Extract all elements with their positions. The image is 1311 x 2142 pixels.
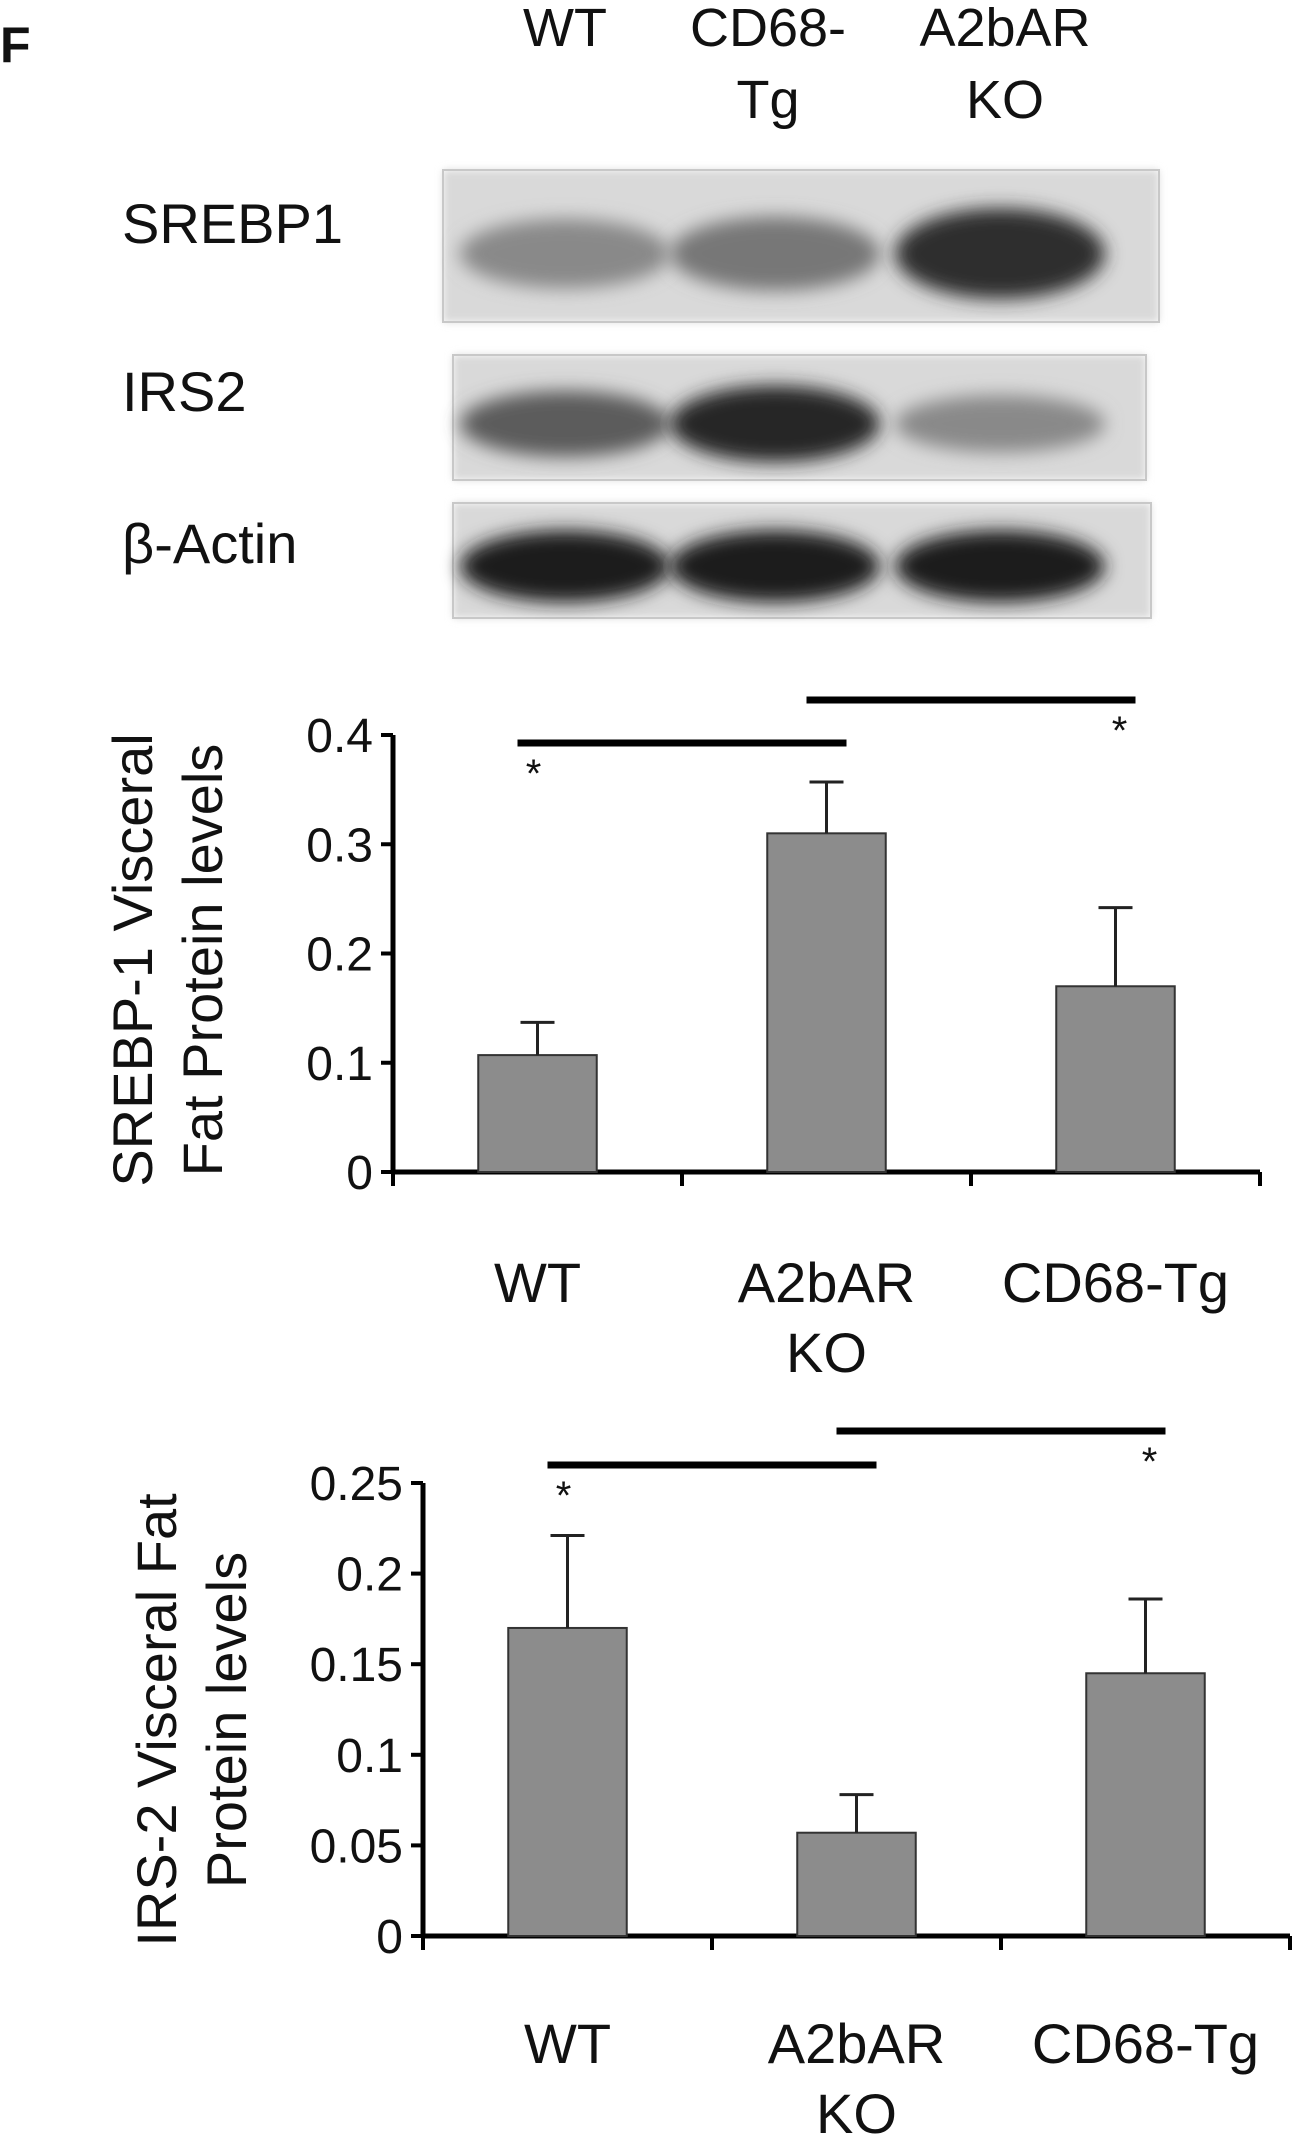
- bar: [507, 1626, 628, 1937]
- blot-row-label: SREBP1: [122, 192, 343, 255]
- lane-header-2: Tg: [736, 70, 799, 130]
- y-tick-label: 0: [376, 1911, 403, 1964]
- panel-label: F: [0, 17, 31, 73]
- y-tick-label: 0: [346, 1147, 373, 1200]
- blot-band: [460, 530, 670, 603]
- lane-header-2: CD68-: [690, 0, 846, 58]
- bar: [1055, 985, 1176, 1174]
- y-axis-label: IRS-2 Visceral Fat: [125, 1493, 188, 1947]
- lane-header-3: A2bAR: [919, 0, 1090, 58]
- y-tick-label: 0.05: [310, 1820, 403, 1873]
- significance-star: *: [1112, 709, 1128, 753]
- x-category-label: WT: [494, 1251, 581, 1314]
- y-tick-label: 0.2: [336, 1549, 403, 1602]
- y-tick-label: 0.25: [310, 1458, 403, 1511]
- western-blot: WT CD68- Tg A2bAR KO SREBP1 IRS2 β-Actin: [122, 0, 1160, 619]
- y-tick-label: 0.1: [306, 1038, 373, 1091]
- blot-band: [460, 218, 670, 289]
- blot-frame: [452, 354, 1147, 481]
- y-axis-label: SREBP-1 Visceral: [101, 733, 164, 1186]
- significance-star: *: [1142, 1440, 1158, 1484]
- x-category-label: A2bAR: [768, 2012, 945, 2075]
- y-tick-label: 0.4: [306, 710, 373, 763]
- x-category-label: KO: [816, 2082, 897, 2142]
- y-tick-label: 0.1: [336, 1730, 403, 1783]
- blot-band: [670, 216, 880, 291]
- bar: [796, 1831, 917, 1937]
- x-category-label: A2bAR: [738, 1251, 915, 1314]
- lane-header-1: WT: [523, 0, 607, 58]
- blot-row-label: IRS2: [122, 360, 247, 423]
- significance-star: *: [526, 752, 542, 796]
- bar: [766, 832, 887, 1173]
- blot-frame: [452, 502, 1152, 619]
- x-category-label: KO: [786, 1321, 867, 1384]
- blot-band: [670, 530, 880, 603]
- significance-star: *: [556, 1474, 572, 1518]
- irs2-bar-chart: 0 0.05 0.1 0.15 0.2 0.25 WT A2bAR KO CD68-Tg IRS-2…: [125, 1427, 1292, 2142]
- blot-band: [460, 390, 670, 457]
- blot-row-label: β-Actin: [122, 512, 297, 575]
- blot-band: [895, 530, 1105, 603]
- blot-band: [670, 385, 880, 462]
- bar: [477, 1054, 598, 1174]
- y-axis-label: Protein levels: [195, 1552, 258, 1888]
- y-tick-label: 0.15: [310, 1639, 403, 1692]
- y-tick-label: 0.3: [306, 819, 373, 872]
- y-tick-label: 0.2: [306, 929, 373, 982]
- srebp1-bar-chart: 0 0.1 0.2 0.3 0.4 WT A2bAR KO CD68-Tg SREBP-1 Vis…: [101, 696, 1262, 1384]
- y-axis-label: Fat Protein levels: [171, 744, 234, 1177]
- blot-frame: [442, 169, 1160, 323]
- blot-band: [895, 208, 1105, 300]
- blot-band: [895, 395, 1105, 453]
- bar: [1085, 1672, 1206, 1937]
- lane-header-3: KO: [966, 70, 1044, 130]
- x-category-label: CD68-Tg: [1032, 2012, 1259, 2075]
- x-category-label: CD68-Tg: [1002, 1251, 1229, 1314]
- x-category-label: WT: [524, 2012, 611, 2075]
